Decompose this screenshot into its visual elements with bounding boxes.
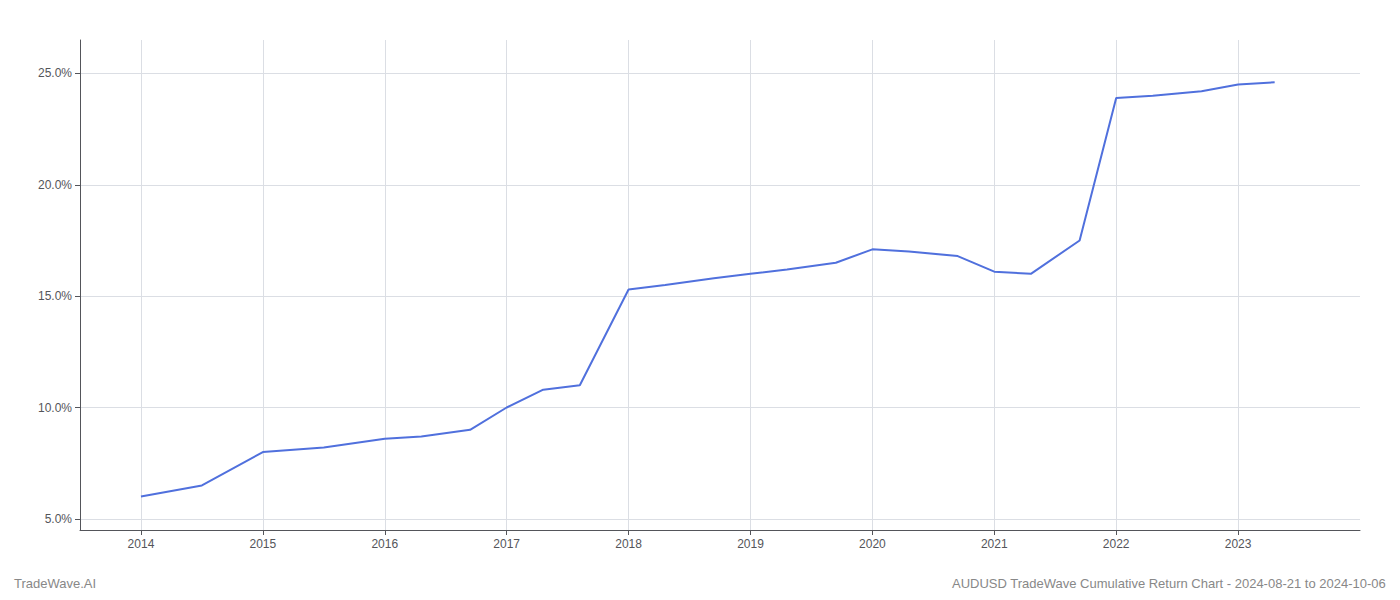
- svg-text:10.0%: 10.0%: [38, 401, 72, 415]
- svg-text:2015: 2015: [250, 537, 277, 551]
- svg-text:15.0%: 15.0%: [38, 289, 72, 303]
- svg-text:5.0%: 5.0%: [45, 512, 73, 526]
- svg-text:2022: 2022: [1103, 537, 1130, 551]
- svg-text:2018: 2018: [615, 537, 642, 551]
- svg-text:TradeWave.AI: TradeWave.AI: [14, 576, 96, 591]
- svg-text:20.0%: 20.0%: [38, 178, 72, 192]
- svg-text:2017: 2017: [493, 537, 520, 551]
- svg-text:AUDUSD TradeWave Cumulative Re: AUDUSD TradeWave Cumulative Return Chart…: [952, 576, 1386, 591]
- svg-text:2023: 2023: [1225, 537, 1252, 551]
- svg-text:2019: 2019: [737, 537, 764, 551]
- svg-text:2016: 2016: [371, 537, 398, 551]
- svg-text:2014: 2014: [128, 537, 155, 551]
- svg-text:2021: 2021: [981, 537, 1008, 551]
- svg-text:2020: 2020: [859, 537, 886, 551]
- svg-text:25.0%: 25.0%: [38, 66, 72, 80]
